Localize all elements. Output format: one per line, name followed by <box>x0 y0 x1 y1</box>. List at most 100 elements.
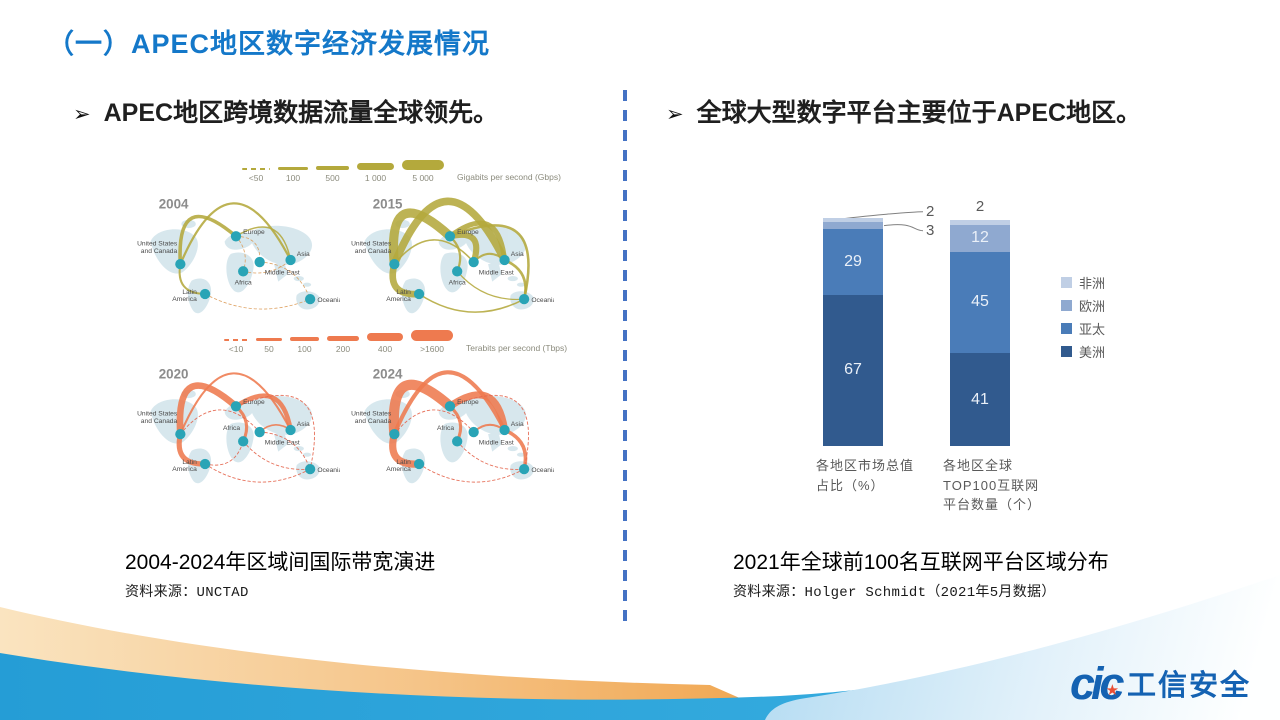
legend-tick-label: 500 <box>325 173 340 183</box>
line-width-sample <box>278 167 308 170</box>
region-label-mideast: Middle East <box>265 269 300 276</box>
legend-label: 欧洲 <box>1079 299 1106 314</box>
region-label-mideast: Middle East <box>479 439 514 446</box>
region-label-asia: Asia <box>511 251 524 258</box>
legend-item-非洲: 非洲 <box>1061 271 1105 294</box>
region-label-latam: Latin America <box>386 289 411 303</box>
bar-segment-欧洲: 12 <box>950 224 1010 252</box>
legend-tick-label: 200 <box>335 344 351 354</box>
platform-bar-chart: 67 29 2 3 各地区市场总值占比（%） 41 45 12 2 各地区全球TOP100互联网平… <box>798 193 1143 523</box>
year-label: 2020 <box>159 367 189 382</box>
legend-item: 400 <box>367 333 403 354</box>
region-label-africa: Africa <box>235 280 252 287</box>
line-width-sample <box>256 338 282 341</box>
legend-swatch <box>1061 323 1072 334</box>
legend-label: 非洲 <box>1079 276 1106 291</box>
region-label-africa: Africa <box>449 280 466 287</box>
legend-swatch <box>1061 346 1072 357</box>
bar-segment-亚太: 45 <box>950 251 1010 354</box>
bottom-wave-decoration <box>0 575 1280 720</box>
caption-source: 资料来源：Holger Schmidt（2021年5月数据） <box>733 585 1056 601</box>
legend-unit-label: Terabits per second (Tbps) <box>466 343 568 353</box>
region-label-africa: Africa <box>437 425 454 432</box>
cic-logo: cic ★ 工信安全 <box>1070 655 1251 711</box>
legend-tick-label: >1600 <box>420 344 444 354</box>
legend-label: 亚太 <box>1079 322 1106 337</box>
arrow-bullet-icon: ➢ <box>73 103 91 126</box>
legend-unit-label: Gigabits per second (Gbps) <box>457 172 561 182</box>
region-label-europe: Europe <box>243 399 265 406</box>
line-width-sample <box>242 168 270 170</box>
bullet-left-text: APEC地区跨境数据流量全球领先。 <box>103 99 499 127</box>
arrow-bullet-icon: ➢ <box>666 103 684 126</box>
legend-swatch <box>1061 300 1072 311</box>
line-width-sample <box>224 339 248 341</box>
region-label-africa: Africa <box>223 425 240 432</box>
legend-gbps: <50 100 500 1 000 5 000 Gigabits per second (… <box>242 160 561 183</box>
legend-item: 50 <box>256 338 282 354</box>
legend-label: 美洲 <box>1079 345 1106 360</box>
region-label-latam: Latin America <box>172 289 197 303</box>
bar-segment-亚太: 29 <box>823 229 883 295</box>
legend-tick-label: 100 <box>297 344 312 354</box>
region-label-us: United States and Canada <box>137 241 178 255</box>
legend-item-美洲: 美洲 <box>1061 340 1105 363</box>
line-width-sample <box>290 337 319 341</box>
line-width-sample <box>316 165 349 170</box>
map-panel-2015: United States and Canada Europe Asia Middle … <box>351 197 554 314</box>
bullet-left: ➢ APEC地区跨境数据流量全球领先。 <box>73 97 629 130</box>
legend-item: 1 000 <box>357 163 394 183</box>
map-panel-2020: United States and Canada Europe Asia Middle … <box>137 367 340 484</box>
outside-value-label: 2 <box>926 202 935 220</box>
legend-tick-label: <10 <box>228 344 244 354</box>
outside-value-label: 3 <box>926 221 935 239</box>
blue-wave <box>0 653 970 720</box>
legend-item: <10 <box>224 339 248 354</box>
region-label-europe: Europe <box>457 399 479 406</box>
caption-title: 2004-2024年区域间国际带宽演进 <box>125 551 436 574</box>
company-name: 工信安全 <box>1127 670 1252 702</box>
region-label-latam: Latin America <box>172 459 197 473</box>
legend-item-欧洲: 欧洲 <box>1061 294 1105 317</box>
bullet-right-text: 全球大型数字平台主要位于APEC地区。 <box>696 99 1142 127</box>
legend-item: 100 <box>278 167 308 183</box>
chart-legend: 非洲 欧洲 亚太 美洲 <box>1061 271 1105 363</box>
year-label: 2024 <box>373 367 403 382</box>
legend-item-亚太: 亚太 <box>1061 317 1105 340</box>
page-title: （一）APEC地区数字经济发展情况 <box>47 29 491 59</box>
region-label-oceania: Oceania <box>531 467 554 474</box>
region-label-oceania: Oceania <box>317 297 340 304</box>
legend-tick-label: 400 <box>377 344 393 354</box>
region-label-latam: Latin America <box>386 459 411 473</box>
legend-swatch <box>1061 277 1072 288</box>
legend-tick-label: 50 <box>264 344 274 354</box>
region-label-mideast: Middle East <box>265 439 300 446</box>
region-label-europe: Europe <box>243 229 265 236</box>
legend-tbps: <10 50 100 200 400 >1600 Terabits per second (… <box>224 330 567 354</box>
map-panel-2004: United States and Canada Europe Asia Middle … <box>137 197 340 314</box>
region-label-oceania: Oceania <box>317 467 340 474</box>
left-figure-caption: 2004-2024年区域间国际带宽演进 资料来源：UNCTAD <box>125 546 435 601</box>
legend-tick-label: 5 000 <box>412 173 434 183</box>
category-label: 各地区市场总值占比（%） <box>816 458 915 493</box>
bar-segment-非洲 <box>823 217 883 223</box>
caption-title: 2021年全球前100名互联网平台区域分布 <box>733 551 1109 574</box>
outside-value-label: 2 <box>975 198 985 215</box>
bullet-right: ➢ 全球大型数字平台主要位于APEC地区。 <box>666 97 1256 130</box>
region-label-asia: Asia <box>297 421 310 428</box>
line-width-sample <box>357 163 394 170</box>
legend-tick-label: 1 000 <box>364 173 387 183</box>
region-label-asia: Asia <box>511 421 524 428</box>
dashed-divider <box>623 90 627 622</box>
star-icon: ★ <box>1105 682 1120 699</box>
region-label-asia: Asia <box>297 251 310 258</box>
legend-item: <50 <box>242 168 270 183</box>
region-label-us: United States and Canada <box>351 241 392 255</box>
line-width-sample <box>402 160 444 170</box>
year-label: 2015 <box>373 197 403 212</box>
bar-segment-欧洲 <box>823 222 883 230</box>
legend-tick-label: 100 <box>285 173 301 183</box>
light-swoosh <box>765 575 1280 720</box>
caption-source: 资料来源：UNCTAD <box>125 585 249 601</box>
